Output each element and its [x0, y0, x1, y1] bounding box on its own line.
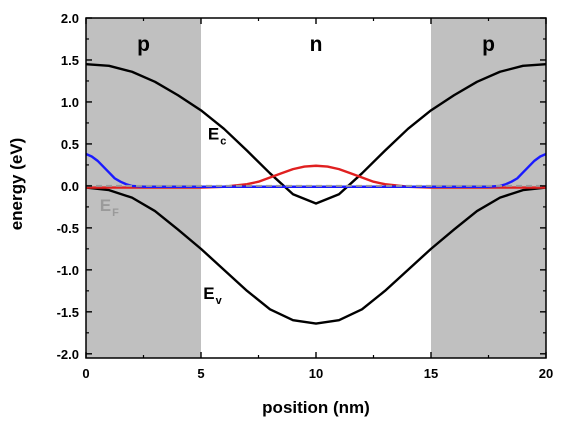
- y-tick-label: -1.5: [57, 305, 79, 320]
- x-axis-label: position (nm): [262, 398, 370, 417]
- y-tick-label: 0.5: [61, 137, 79, 152]
- y-tick-label: -0.5: [57, 221, 79, 236]
- x-tick-label: 10: [309, 366, 323, 381]
- band-annotations: Ec Ev EF: [100, 125, 227, 308]
- x-tick-label: 0: [82, 366, 89, 381]
- y-tick-label: 0.0: [61, 179, 79, 194]
- y-axis-label: energy (eV): [7, 138, 26, 231]
- y-tick-label: -1.0: [57, 263, 79, 278]
- y-tick-label: -2.0: [57, 347, 79, 362]
- region-label-p-2: p: [482, 33, 495, 56]
- series-lines: [85, 62, 547, 325]
- band-label-Ev: Ev: [203, 284, 222, 307]
- band-label-EF: EF: [100, 196, 119, 219]
- series-line-1: [85, 186, 547, 325]
- y-tick-label: 1.0: [61, 95, 79, 110]
- band-label-Ec: Ec: [208, 125, 226, 148]
- y-tick-label: 2.0: [61, 11, 79, 26]
- region-label-p-0: p: [137, 33, 150, 56]
- series-line-0: [85, 62, 547, 205]
- axes: 0 5 10 15 20 -2.0 -1.5 -1.0 -0.5 0.0 0.5 1.0 1.5 2.0: [57, 11, 554, 381]
- x-tick-label: 5: [197, 366, 204, 381]
- y-tick-label: 1.5: [61, 53, 79, 68]
- x-tick-label: 20: [539, 366, 553, 381]
- region-n-1: [201, 18, 431, 358]
- x-tick-label: 15: [424, 366, 438, 381]
- region-label-n-1: n: [310, 33, 323, 56]
